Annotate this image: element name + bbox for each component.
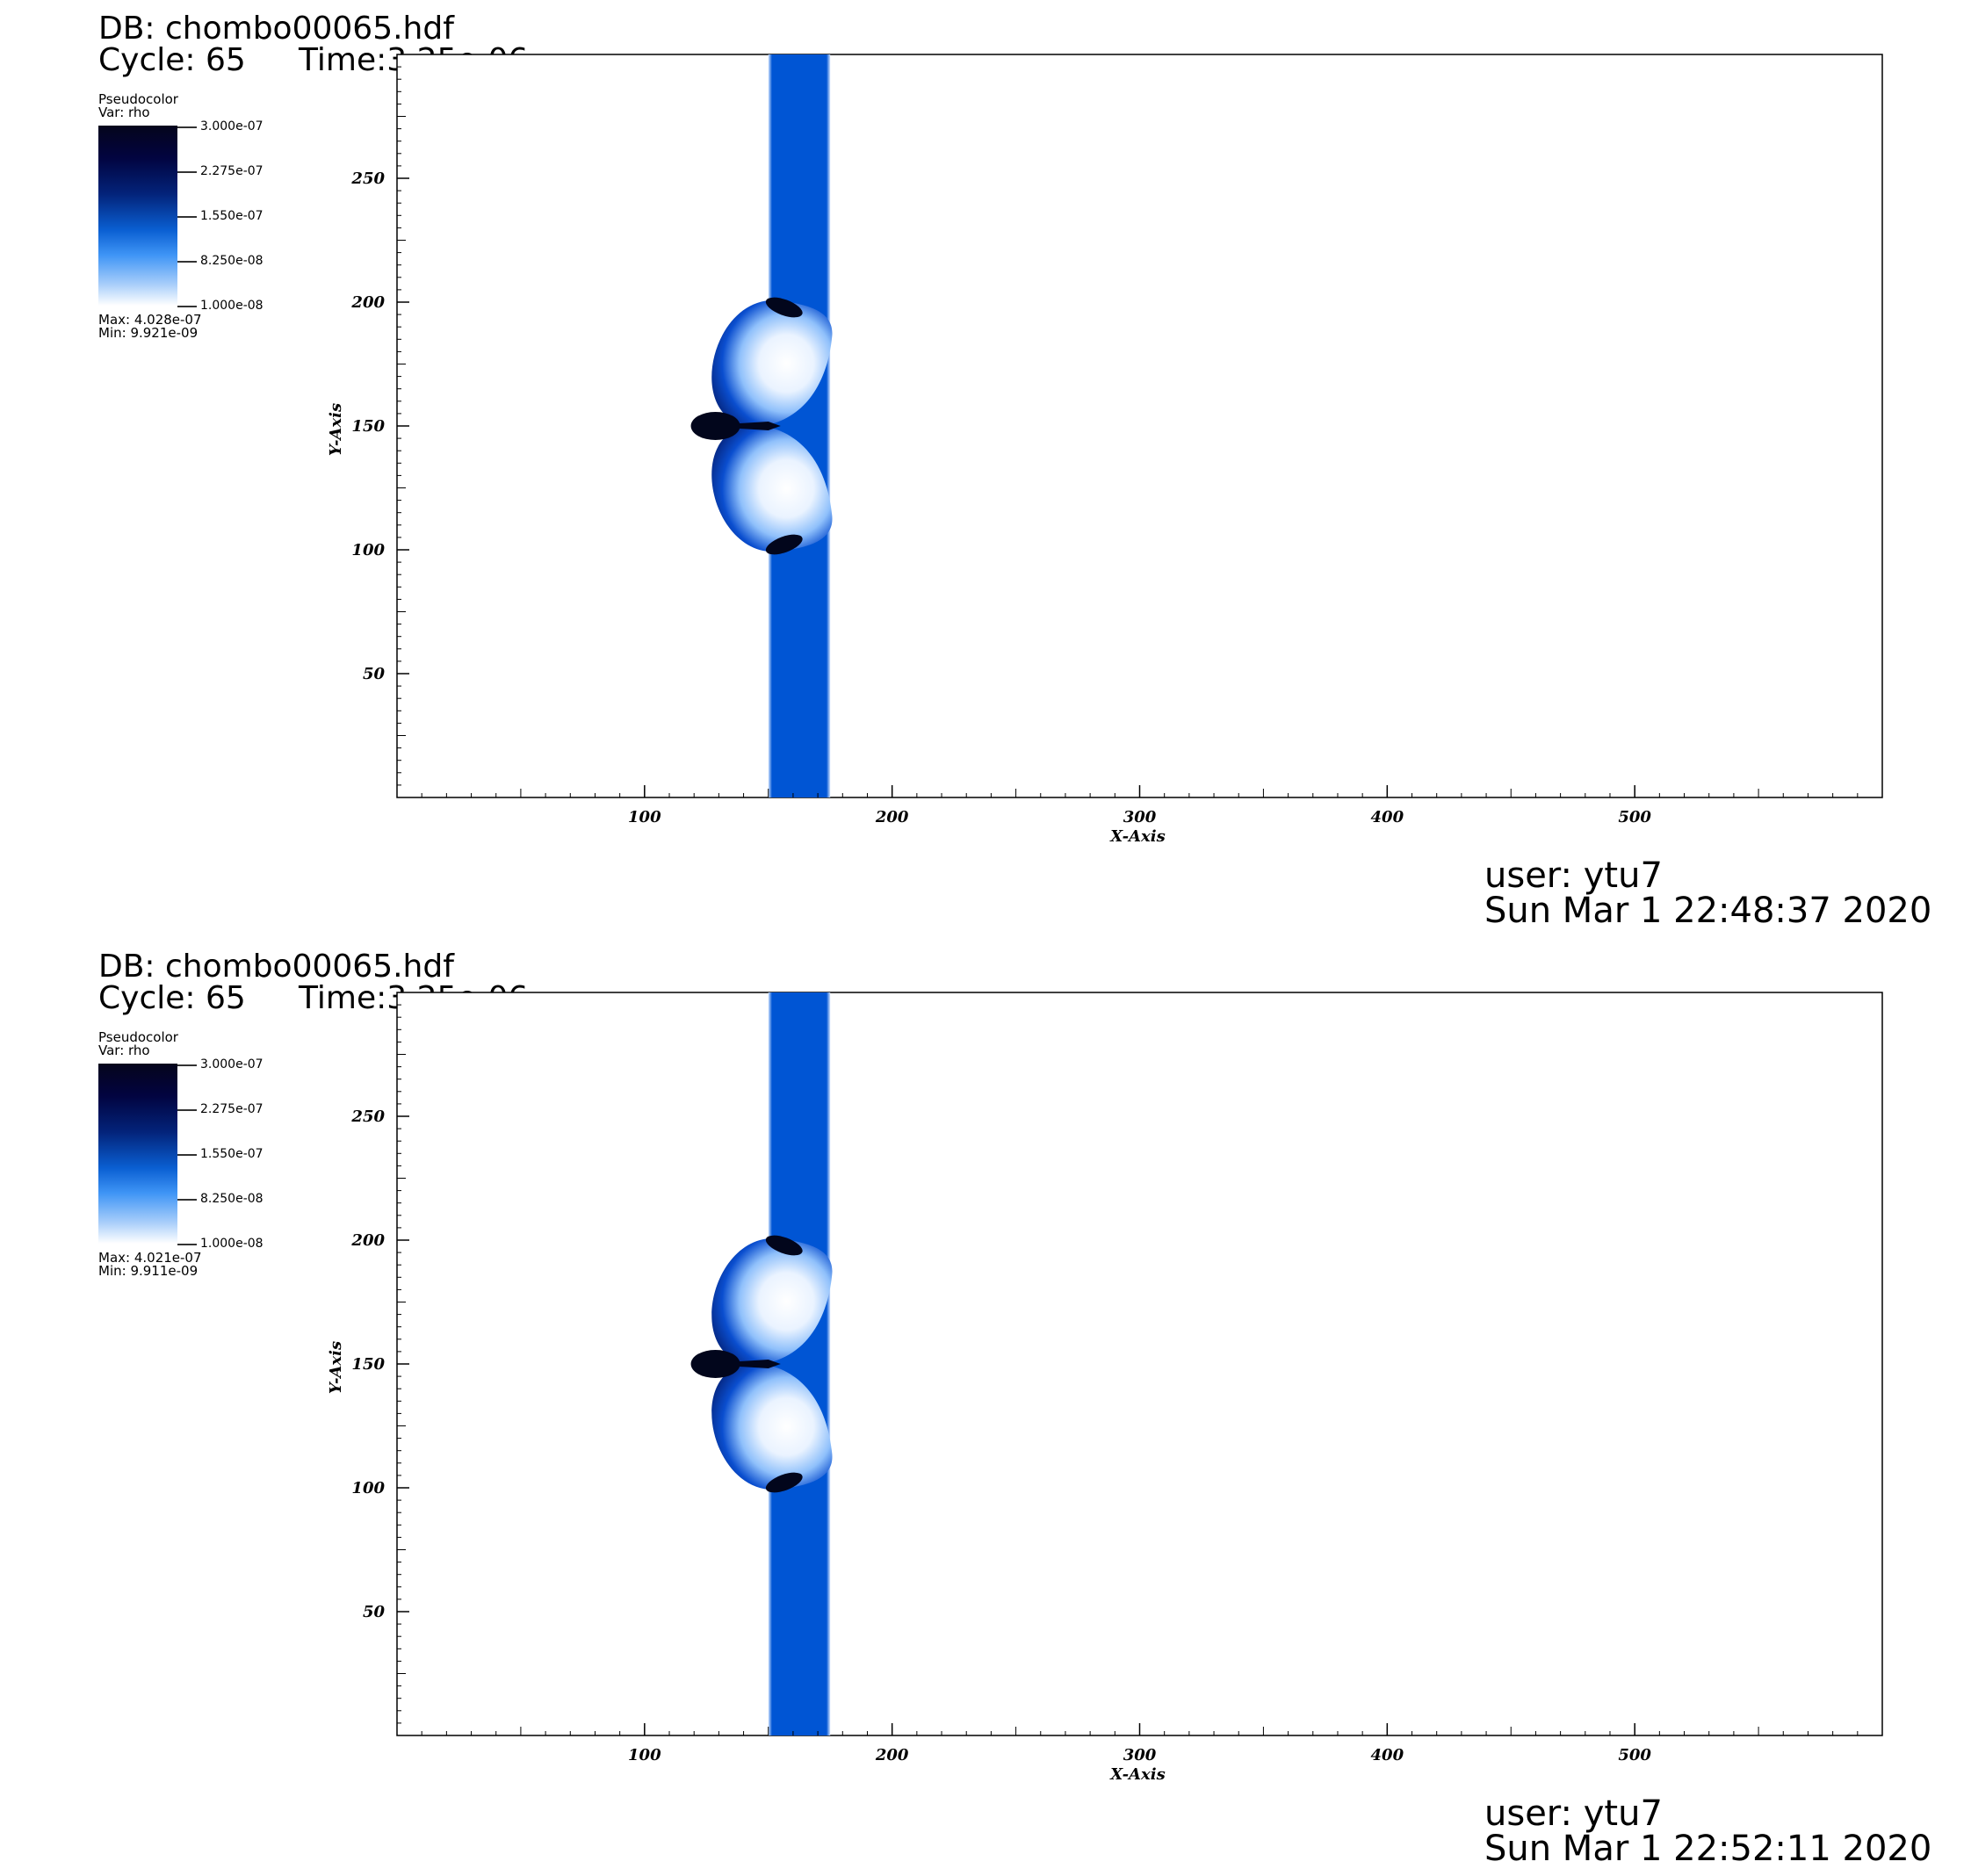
date-label: Sun Mar 1 22:52:11 2020 bbox=[1484, 1829, 1932, 1869]
colorbar-tick-label: 1.550e-07 bbox=[200, 209, 264, 223]
y-tick-label: 50 bbox=[363, 1603, 386, 1621]
dense-jet bbox=[697, 1360, 781, 1368]
cycle-label: Cycle: 65 bbox=[98, 980, 246, 1016]
y-axis-title: Y-Axis bbox=[327, 403, 345, 456]
plot-panel-2: DB: chombo00065.hdf Cycle: 65 Time:3.25e… bbox=[0, 938, 1971, 1876]
colorbar-tick bbox=[177, 1109, 197, 1111]
y-tick-label: 250 bbox=[350, 1108, 385, 1126]
density-plot: 100 200 300 400 500 50 100 150 200 250 X-Axis Y-Axi… bbox=[327, 54, 1883, 846]
colorbar-tick-label: 8.250e-08 bbox=[200, 1192, 264, 1206]
legend-max: Max: 4.021e-07 bbox=[98, 1250, 202, 1266]
y-tick-label: 250 bbox=[350, 170, 385, 188]
colorbar-tick-label: 3.000e-07 bbox=[200, 119, 264, 133]
colorbar-tick bbox=[177, 1199, 197, 1201]
upper-knot bbox=[765, 1235, 803, 1256]
colorbar-tick bbox=[177, 306, 197, 307]
x-tick-label: 100 bbox=[628, 808, 661, 826]
x-tick-label: 500 bbox=[1618, 808, 1651, 826]
y-tick-label: 150 bbox=[351, 1355, 385, 1374]
plot-panel-1: DB: chombo00065.hdf Cycle: 65 Time:3.25e… bbox=[98, 11, 1932, 931]
dense-jet bbox=[697, 422, 781, 430]
plot-frame bbox=[396, 54, 1883, 798]
colorbar-tick bbox=[177, 216, 197, 218]
database-label: DB: chombo00065.hdf bbox=[98, 949, 454, 985]
legend-title: Pseudocolor bbox=[98, 1029, 178, 1045]
database-label: DB: chombo00065.hdf bbox=[98, 11, 454, 47]
colorbar-tick-label: 3.000e-07 bbox=[200, 1057, 264, 1071]
plot-frame bbox=[396, 992, 1883, 1736]
y-tick-label: 150 bbox=[351, 417, 385, 436]
y-tick-label: 50 bbox=[363, 665, 386, 683]
colorbar bbox=[98, 126, 177, 306]
colorbar-tick bbox=[177, 1064, 197, 1066]
legend-variable: Var: rho bbox=[98, 1043, 150, 1058]
colorbar-tick bbox=[177, 1244, 197, 1245]
bow-shock-upper-lobe bbox=[711, 1237, 833, 1365]
colorbar-tick bbox=[177, 1154, 197, 1156]
x-tick-label: 200 bbox=[875, 808, 909, 826]
bow-shock-lower-lobe bbox=[711, 1363, 833, 1490]
x-tick-label: 400 bbox=[1371, 1746, 1404, 1764]
x-tick-label: 500 bbox=[1618, 1746, 1651, 1764]
x-axis-title: X-Axis bbox=[1109, 827, 1165, 846]
colorbar-tick bbox=[177, 126, 197, 128]
density-plot: 100 200 300 400 500 50 100 150 200 250 X-Axis Y-Axi… bbox=[327, 992, 1883, 1784]
date-label: Sun Mar 1 22:48:37 2020 bbox=[1484, 891, 1932, 931]
x-axis-title: X-Axis bbox=[1109, 1765, 1165, 1784]
x-tick-label: 100 bbox=[628, 1746, 661, 1764]
x-tick-label: 300 bbox=[1123, 808, 1157, 826]
colorbar-tick-label: 2.275e-07 bbox=[200, 164, 264, 178]
colorbar bbox=[98, 1064, 177, 1244]
colorbar-tick-label: 1.550e-07 bbox=[200, 1147, 264, 1161]
y-tick-label: 100 bbox=[351, 1479, 385, 1497]
colorbar-tick-label: 1.000e-08 bbox=[200, 1237, 264, 1251]
user-label: user: ytu7 bbox=[1484, 855, 1663, 896]
legend-title: Pseudocolor bbox=[98, 91, 178, 107]
cycle-label: Cycle: 65 bbox=[98, 42, 246, 78]
colorbar-tick bbox=[177, 171, 197, 173]
user-label: user: ytu7 bbox=[1484, 1793, 1663, 1834]
y-tick-label: 200 bbox=[350, 1231, 385, 1250]
legend-variable: Var: rho bbox=[98, 105, 150, 120]
bow-shock-lower-lobe bbox=[711, 425, 833, 552]
x-tick-label: 300 bbox=[1123, 1746, 1157, 1764]
bow-shock-upper-lobe bbox=[711, 299, 833, 427]
x-tick-label: 200 bbox=[875, 1746, 909, 1764]
y-tick-label: 200 bbox=[350, 293, 385, 312]
lower-knot bbox=[765, 534, 803, 555]
legend-min: Min: 9.921e-09 bbox=[98, 325, 199, 341]
colorbar-tick-label: 8.250e-08 bbox=[200, 254, 264, 268]
lower-knot bbox=[765, 1472, 803, 1493]
colorbar-tick-label: 2.275e-07 bbox=[200, 1102, 264, 1116]
legend-min: Min: 9.911e-09 bbox=[98, 1263, 199, 1279]
y-tick-label: 100 bbox=[351, 541, 385, 559]
legend-max: Max: 4.028e-07 bbox=[98, 312, 202, 328]
x-tick-label: 400 bbox=[1371, 808, 1404, 826]
colorbar-tick-label: 1.000e-08 bbox=[200, 299, 264, 313]
y-axis-title: Y-Axis bbox=[327, 1341, 345, 1394]
colorbar-tick bbox=[177, 261, 197, 263]
upper-knot bbox=[765, 297, 803, 318]
